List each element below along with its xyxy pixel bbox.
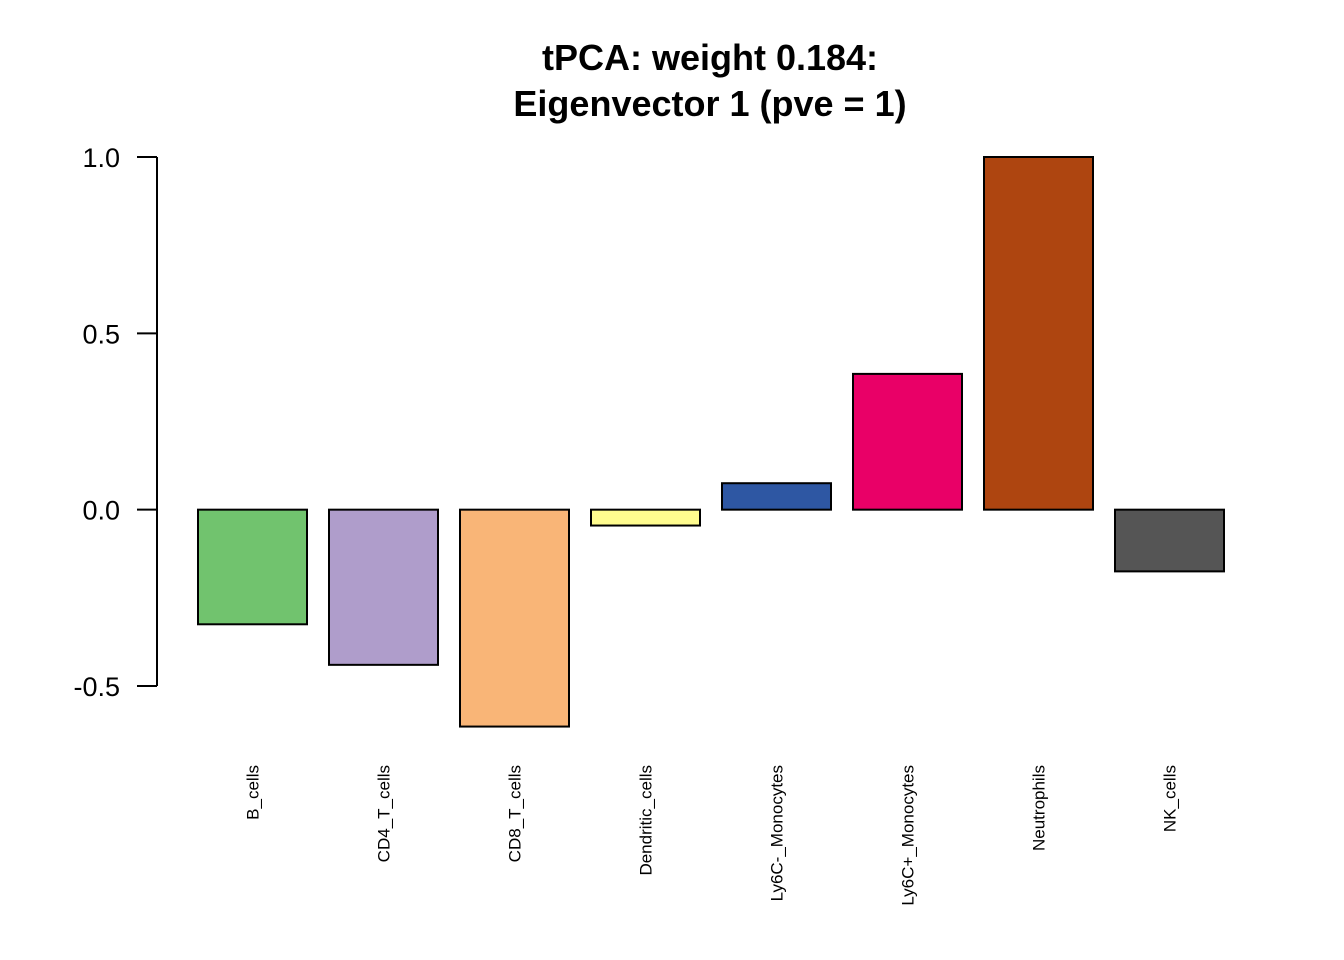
bar-Neutrophils: [983, 156, 1094, 511]
bars: [197, 156, 1225, 728]
x-tick-label: Neutrophils: [1030, 765, 1049, 851]
chart-title-line2: Eigenvector 1 (pve = 1): [513, 83, 906, 124]
y-axis: -0.5 0.0 0.5 1.0: [73, 143, 158, 702]
x-tick-label: Ly6C-_Monocytes: [768, 765, 787, 901]
bar-Ly6C+_Monocytes: [852, 372, 963, 511]
x-tick-label: CD4_T_cells: [375, 765, 394, 862]
category-labels: B_cells CD4_T_cells CD8_T_cells Dendritic_c…: [244, 765, 1180, 906]
y-tick-label: 1.0: [82, 143, 120, 173]
bar-Ly6C-_Monocytes: [721, 482, 832, 511]
x-tick-label: Dendritic_cells: [637, 765, 656, 876]
x-tick-label: NK_cells: [1161, 765, 1180, 832]
x-tick-label: Ly6C+_Monocytes: [899, 765, 918, 906]
bar-CD8_T_cells: [459, 508, 570, 728]
x-tick-label: CD8_T_cells: [506, 765, 525, 862]
y-tick-label: -0.5: [73, 672, 120, 702]
bar-CD4_T_cells: [328, 508, 439, 666]
chart-title-line1: tPCA: weight 0.184:: [542, 37, 878, 78]
bar-Dendritic_cells: [590, 508, 701, 527]
y-tick-label: 0.0: [82, 496, 120, 526]
bar-B_cells: [197, 508, 308, 626]
x-tick-label: B_cells: [244, 765, 263, 820]
y-tick-label: 0.5: [82, 319, 120, 349]
bar-NK_cells: [1114, 508, 1225, 573]
